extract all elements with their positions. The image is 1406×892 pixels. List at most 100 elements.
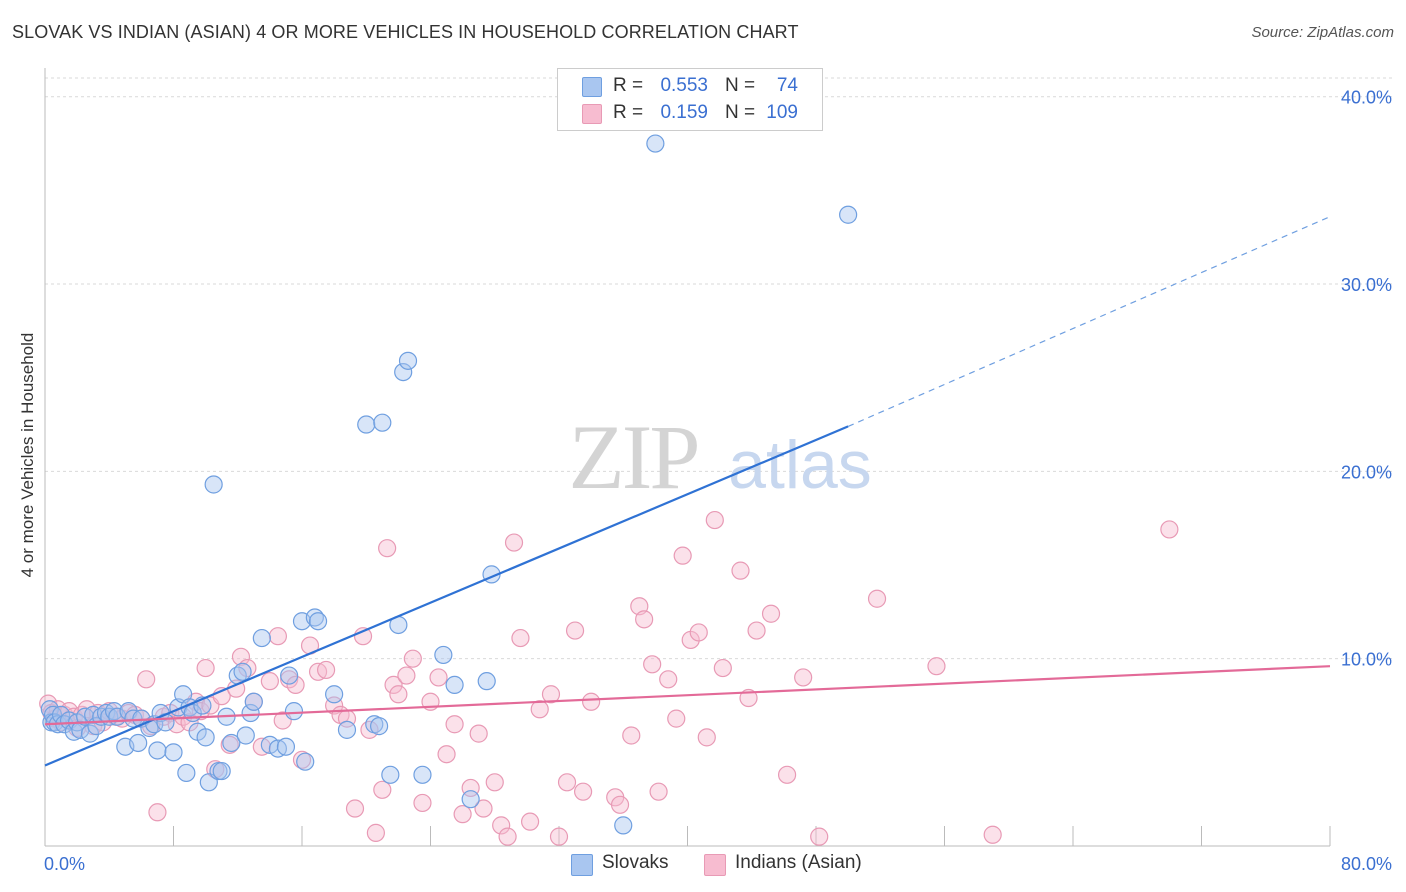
indians-point — [384, 675, 403, 695]
slovaks-point — [373, 413, 392, 432]
slovaks-point — [284, 702, 304, 721]
indians-point — [777, 765, 797, 784]
indians-point — [689, 623, 708, 642]
slovaks-point — [204, 475, 223, 494]
slovaks-point — [394, 362, 413, 382]
indians-point — [260, 672, 279, 691]
slovaks-trend-line — [44, 425, 849, 767]
slovaks-point — [614, 816, 633, 835]
indians-point — [610, 795, 630, 814]
indians-point — [429, 668, 448, 687]
legend-label-indians: Indians (Asian) — [735, 852, 862, 873]
indians-point — [378, 539, 397, 558]
slovaks-point — [252, 628, 271, 648]
indians-point — [573, 782, 593, 801]
slovaks-point — [212, 761, 231, 781]
slovaks-point — [276, 737, 296, 756]
indians-point — [649, 782, 668, 801]
indians-point — [469, 724, 488, 743]
legend-swatch-indians — [704, 854, 726, 876]
indians-point — [389, 685, 408, 704]
indians-point — [731, 561, 750, 580]
indians-trend-line — [44, 665, 1331, 726]
legend-swatch-slovaks — [582, 77, 602, 97]
trend-layer — [44, 216, 1331, 767]
legend-r-label: R = — [613, 75, 644, 96]
slovaks-trend-extension — [847, 216, 1331, 427]
slovaks-point — [839, 205, 858, 224]
indians-point — [582, 692, 601, 711]
slovaks-point — [196, 728, 215, 747]
indians-point — [453, 805, 472, 824]
slovaks-point — [337, 720, 357, 739]
indians-point — [643, 655, 662, 674]
chart-title: SLOVAK VS INDIAN (ASIAN) 4 OR MORE VEHIC… — [12, 22, 799, 42]
source-label: Source: ZipAtlas.com — [1251, 24, 1394, 41]
slovaks-point — [413, 765, 432, 784]
indians-point — [520, 812, 540, 831]
y-tick-label: 10.0% — [1341, 650, 1392, 670]
indians-point — [739, 688, 758, 708]
slovaks-point — [461, 790, 480, 809]
y-tick-label: 30.0% — [1341, 275, 1392, 295]
indians-point — [445, 715, 464, 734]
indians-point — [983, 825, 1002, 844]
indians-point — [137, 670, 156, 689]
y-tick-label: 40.0% — [1341, 88, 1392, 108]
legend-swatch-slovaks — [571, 854, 593, 876]
indians-point — [697, 728, 716, 747]
slovaks-point — [445, 675, 464, 695]
legend-label-slovaks: Slovaks — [602, 852, 669, 873]
watermark: ZIP atlas — [569, 406, 872, 508]
slovaks-point — [325, 685, 344, 704]
indians-point — [557, 773, 577, 792]
slovaks-point — [148, 741, 167, 760]
indians-point — [565, 621, 585, 640]
slovaks-point — [370, 717, 389, 736]
y-axis-label: 4 or more Vehicles in Household — [18, 332, 37, 578]
indians-point — [622, 726, 641, 745]
slovaks-point — [398, 351, 418, 370]
slovaks-point — [434, 645, 453, 665]
slovaks-point — [236, 726, 255, 745]
legend-r-value-slovaks: 0.553 — [660, 75, 708, 96]
slovaks-point — [129, 733, 148, 753]
slovaks-point — [296, 752, 315, 771]
slovaks-point — [80, 724, 100, 743]
indians-point — [794, 668, 813, 687]
indians-point — [659, 670, 678, 689]
indians-point — [1160, 520, 1179, 539]
indians-point — [498, 827, 517, 846]
indians-point — [148, 803, 167, 822]
indians-point — [530, 700, 549, 719]
indians-point — [316, 660, 336, 680]
indians-point — [474, 799, 493, 818]
points-layer — [39, 134, 1179, 846]
legend-r-label: R = — [613, 102, 644, 123]
slovaks-point — [308, 612, 328, 631]
indians-point — [867, 589, 887, 608]
indians-point — [667, 709, 686, 728]
indians-point — [761, 604, 781, 623]
slovaks-point — [477, 672, 496, 691]
indians-point — [541, 685, 561, 704]
indians-point — [268, 627, 288, 646]
indians-point — [635, 610, 654, 629]
legend-n-label: N = — [725, 102, 756, 123]
indians-point — [713, 658, 732, 678]
correlation-legend: R = 0.553 N = 74 R = 0.159 N = 109 — [557, 68, 823, 131]
watermark-atlas: atlas — [728, 427, 872, 503]
watermark-zip: ZIP — [569, 406, 698, 508]
slovaks-point — [357, 415, 376, 434]
legend-swatch-indians — [582, 104, 602, 124]
slovaks-point — [233, 662, 252, 681]
slovaks-point — [646, 134, 665, 153]
indians-point — [360, 720, 379, 739]
y-tick-label: 20.0% — [1341, 462, 1392, 482]
slovaks-point — [222, 733, 241, 753]
slovaks-point — [104, 702, 124, 721]
grid-layer — [45, 77, 1392, 660]
indians-point — [492, 816, 511, 835]
indians-point — [345, 799, 365, 818]
